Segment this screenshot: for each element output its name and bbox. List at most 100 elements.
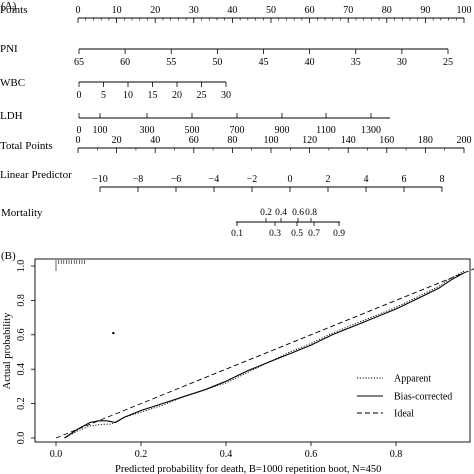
tick-label: 90 [420, 5, 430, 16]
y-tick-label: 1.0 [16, 260, 27, 273]
series-line-bias-corrected [64, 272, 465, 439]
tick-label: 80 [227, 135, 237, 146]
outlier-point [112, 331, 115, 335]
tick-label: 80 [382, 5, 392, 16]
nomogram-row-wbc: WBC 0 5 10 15 20 25 30 [0, 77, 231, 101]
x-tick-label: 0.0 [50, 449, 63, 460]
tick-label: 50 [266, 5, 276, 16]
tick-label: 160 [379, 135, 394, 146]
tick-label: 0.4 [275, 208, 287, 218]
x-tick-label: 0.4 [220, 449, 233, 460]
tick-label: 0 [77, 90, 82, 101]
tick-label: 60 [189, 135, 199, 146]
series-line-ideal [55, 268, 474, 439]
row-label: Linear Predictor [0, 169, 72, 181]
legend: Apparent Bias-corrected Ideal [357, 374, 452, 420]
tick-label: 4 [364, 174, 369, 185]
y-tick-label: 0.6 [16, 329, 27, 342]
nomogram-row-ldh: LDH 0 100 300 500 700 900 1100 1300 [0, 110, 390, 136]
y-tick-label: 0.4 [16, 363, 27, 376]
nomogram-row-pni: PNI 65 60 55 50 45 40 35 30 25 [0, 43, 453, 68]
y-tick-label: 0.8 [16, 294, 27, 307]
x-axis-label: Predicted probability for death [115, 464, 244, 474]
y-tick-label: 0.2 [16, 397, 27, 410]
tick-label: 15 [148, 90, 158, 101]
tick-label: 140 [341, 135, 356, 146]
tick-label: 2 [326, 174, 331, 185]
calibration-panel: (B) 0.0 0.2 0.4 0.6 0.8 0.0 0.2 0.4 0.6 0.8 1.0 Pre… [1, 250, 474, 474]
tick-label: 200 [457, 135, 472, 146]
tick-label: 300 [140, 125, 155, 136]
tick-label: 500 [185, 125, 200, 136]
row-label: Total Points [0, 140, 53, 152]
tick-label: 0 [76, 5, 81, 16]
row-label: Mortality [1, 207, 43, 219]
tick-label: 6 [402, 174, 407, 185]
tick-label: 100 [93, 125, 108, 136]
tick-label: 40 [227, 5, 237, 16]
tick-label: 0 [77, 125, 82, 136]
tick-label: 25 [443, 57, 453, 68]
tick-label: 0.5 [291, 229, 303, 239]
tick-label: 100 [457, 5, 472, 16]
tick-label: 180 [418, 135, 433, 146]
tick-label: 0.6 [292, 208, 304, 218]
tick-label: 60 [120, 57, 130, 68]
tick-label: 0 [288, 174, 293, 185]
nomogram-row-total-points: Total Points 0 20 40 60 80 100 120 140 160 180 200 [0, 135, 472, 153]
panel-a-label: (A) [1, 0, 17, 12]
tick-label: 40 [150, 135, 160, 146]
legend-label: Bias-corrected [394, 392, 452, 403]
nomogram-row-points: Points 0 10 20 30 40 50 60 70 80 90 100 [0, 4, 472, 23]
tick-label: 8 [440, 174, 445, 185]
tick-label: 900 [275, 125, 290, 136]
tick-label: −10 [92, 174, 108, 185]
tick-label: 50 [212, 57, 222, 68]
tick-label: 1300 [361, 125, 381, 136]
tick-label: 0.7 [308, 229, 320, 239]
row-label: LDH [0, 110, 23, 122]
tick-label: 1100 [316, 125, 336, 136]
tick-label: 10 [123, 90, 133, 101]
tick-label: 40 [305, 57, 315, 68]
tick-label: 0.3 [269, 229, 281, 239]
tick-label: 30 [397, 57, 407, 68]
tick-label: 25 [197, 90, 207, 101]
tick-label: 30 [189, 5, 199, 16]
panel-b-label: (B) [1, 250, 16, 262]
tick-label: 35 [351, 57, 361, 68]
tick-label: 55 [166, 57, 176, 68]
nomogram-row-linear-predictor: Linear Predictor −10 −8 −6 −4 −2 0 2 4 6 8 [0, 169, 445, 192]
tick-label: −2 [247, 174, 258, 185]
tick-label: 30 [221, 90, 231, 101]
tick-label: 60 [305, 5, 315, 16]
tick-label: 20 [150, 5, 160, 16]
row-label: PNI [0, 43, 18, 55]
tick-label: 20 [112, 135, 122, 146]
x-axis-title: Predicted probability for death, B=1000 … [115, 464, 381, 474]
legend-label: Ideal [394, 409, 414, 420]
tick-label: 0 [76, 135, 81, 146]
tick-label: −4 [209, 174, 220, 185]
x-tick-label: 0.6 [305, 449, 318, 460]
row-label: WBC [0, 77, 25, 89]
legend-label: Apparent [394, 374, 431, 385]
y-axis-label: Actual probability [2, 312, 13, 389]
x-tick-label: 0.8 [390, 449, 403, 460]
tick-label: 0.9 [333, 229, 345, 239]
tick-label: −8 [133, 174, 144, 185]
tick-label: 70 [343, 5, 353, 16]
tick-label: 0.8 [305, 208, 317, 218]
y-tick-label: 0.0 [16, 432, 27, 445]
tick-label: 20 [172, 90, 182, 101]
tick-label: 100 [264, 135, 279, 146]
tick-label: 120 [302, 135, 317, 146]
tick-label: −6 [171, 174, 182, 185]
plot-frame [34, 258, 471, 443]
tick-label: 45 [259, 57, 269, 68]
tick-label: 65 [74, 57, 84, 68]
tick-label: 700 [230, 125, 245, 136]
x-axis-footnote: , B=1000 repetition boot, N=450 [244, 464, 382, 474]
